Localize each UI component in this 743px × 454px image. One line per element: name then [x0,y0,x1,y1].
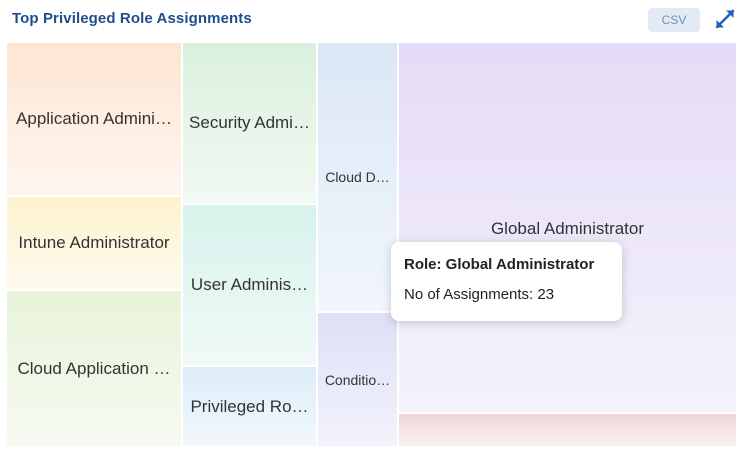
treemap-cell-cloud-device-administrator[interactable]: Cloud D… [318,43,397,311]
cell-label: Application Admini… [16,109,172,128]
treemap-chart: Application Admini… Intune Administrator… [0,40,743,454]
treemap-cell-conditional-access-administrator[interactable]: Conditio… [318,313,397,446]
widget-title: Top Privileged Role Assignments [12,10,252,27]
cell-label: Privileged Ro… [190,396,309,416]
cell-label: Conditio… [324,371,391,388]
cell-label: Intune Administrator [18,233,170,252]
widget-header: Top Privileged Role Assignments CSV [0,0,743,40]
cell-label: Cloud D… [325,169,390,185]
tooltip-title: Role: Global Administrator [404,256,595,273]
cell-label: Cloud Application … [17,358,171,378]
treemap-cell-global-administrator[interactable]: Global Administrator [399,43,736,412]
csv-export-button[interactable]: CSV [648,8,700,32]
chart-tooltip: Role: Global Administrator No of Assignm… [391,242,622,321]
cell-label: Security Admi… [189,113,310,132]
treemap-cell-user-administrator[interactable]: User Adminis… [183,205,316,365]
treemap-cell-intune-administrator[interactable]: Intune Administrator [7,197,181,289]
expand-icon[interactable] [714,8,736,30]
cell-label: User Adminis… [190,275,309,294]
treemap-cell-cloud-application-administrator[interactable]: Cloud Application … [7,291,181,446]
treemap-cell-other[interactable] [399,414,736,446]
treemap-cell-privileged-role-administrator[interactable]: Privileged Ro… [183,367,316,446]
tooltip-value: No of Assignments: 23 [404,286,555,303]
cell-label: Global Administrator [490,219,645,238]
treemap-cell-security-administrator[interactable]: Security Admi… [183,43,316,203]
treemap-cell-application-administrator[interactable]: Application Admini… [7,43,181,195]
